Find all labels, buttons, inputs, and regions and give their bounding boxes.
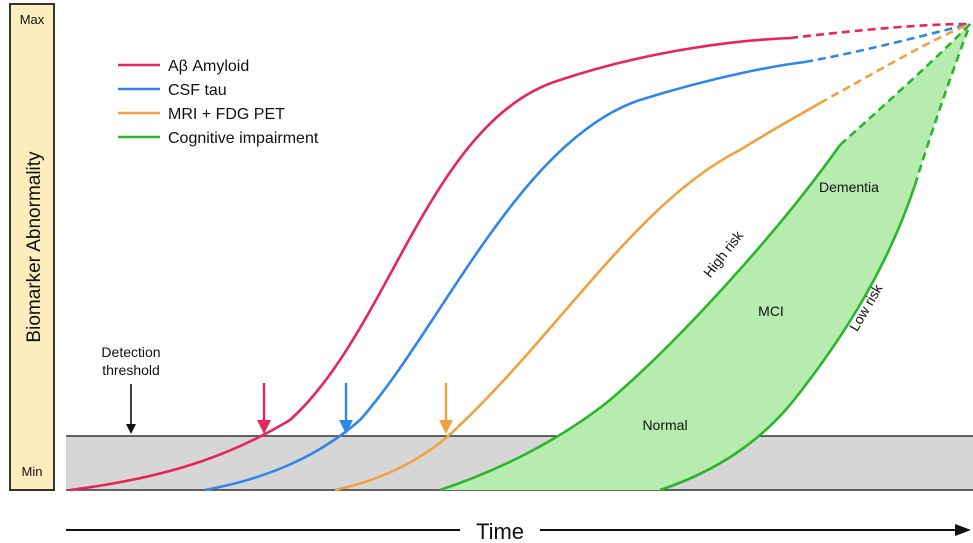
time-arrowhead bbox=[955, 524, 971, 536]
x-axis-label: Time bbox=[476, 519, 524, 543]
cognitive-impairment-range-fill bbox=[440, 24, 970, 490]
y-axis-label: Biomarker Abnormality bbox=[24, 151, 45, 343]
dementia-label: Dementia bbox=[819, 179, 879, 195]
detection-threshold-arrow bbox=[126, 384, 136, 434]
y-tick-min: Min bbox=[22, 464, 43, 479]
series-abeta-amyloid-line bbox=[69, 36, 791, 492]
legend-label-mri-fdg-pet: MRI + FDG PET bbox=[168, 106, 285, 123]
series-mri-fdg-pet-line bbox=[334, 101, 821, 492]
mci-label: MCI bbox=[758, 303, 784, 319]
detection-threshold-label-line2: threshold bbox=[102, 362, 160, 378]
normal-label: Normal bbox=[642, 417, 687, 433]
legend-label-csf-tau: CSF tau bbox=[168, 82, 227, 99]
legend: Aβ Amyloid CSF tau MRI + FDG PET Cogniti… bbox=[118, 58, 319, 147]
time-axis: Time bbox=[66, 519, 971, 543]
detection-threshold-label-line1: Detection bbox=[101, 344, 160, 360]
legend-label-cognitive-impairment: Cognitive impairment bbox=[168, 130, 319, 147]
series-cognitive-low-risk-line bbox=[659, 184, 917, 492]
legend-label-abeta-amyloid: Aβ Amyloid bbox=[168, 58, 249, 75]
series-cognitive-high-risk-projection bbox=[839, 23, 971, 146]
series-cognitive-high-risk-line bbox=[439, 144, 842, 492]
series-mri-fdg-pet-projection bbox=[819, 22, 971, 105]
tau-onset-arrow bbox=[339, 383, 353, 434]
y-axis-panel bbox=[9, 3, 55, 491]
series-cognitive-low-risk-projection bbox=[913, 23, 972, 186]
series-abeta-amyloid-projection bbox=[789, 22, 971, 40]
mri-onset-arrow bbox=[439, 383, 453, 434]
series-csf-tau-line bbox=[204, 60, 806, 492]
amyloid-onset-arrow bbox=[257, 383, 271, 434]
series-csf-tau-projection bbox=[804, 22, 971, 64]
y-tick-max: Max bbox=[20, 12, 45, 27]
